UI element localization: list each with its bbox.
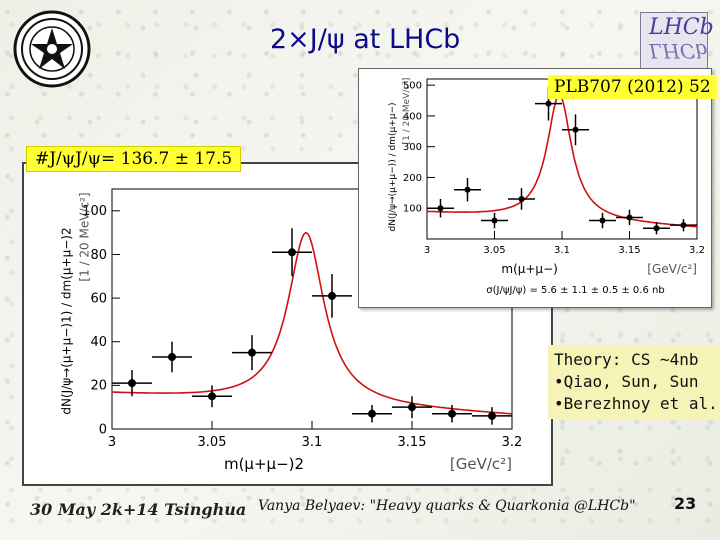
footer-author-talk: Vanya Belyaev: "Heavy quarks & Quarkonia… xyxy=(258,498,636,514)
main-x-tick-label: 3 xyxy=(108,435,116,450)
inset-x-axis-unit: [GeV/c²] xyxy=(647,262,697,276)
inset-y-axis-unit: [1 / 20 MeV/c²] xyxy=(402,78,412,145)
inset-data-point xyxy=(626,214,633,221)
main-data-point xyxy=(208,392,216,401)
lhcb-logo: LHCb LHCb xyxy=(640,12,714,70)
main-data-point xyxy=(368,409,376,418)
inset-y-tick-label: 200 xyxy=(403,173,422,184)
main-y-axis-unit: [1 / 20 MeV/c²] xyxy=(78,192,92,281)
inset-y-tick-label: 300 xyxy=(403,142,422,153)
theory-line-2: •Qiao, Sun, Sun xyxy=(554,372,699,391)
inset-data-point xyxy=(518,196,525,202)
inset-x-axis-label: m(μ+μ−) xyxy=(501,262,557,276)
main-data-point xyxy=(408,403,416,412)
main-chart-panel: 3 3.05 3.1 3.15 3.2 0 20 40 60 80 100 m(μ+μ−)2 [GeV/… xyxy=(22,162,553,486)
inset-y-tick-label: 400 xyxy=(403,111,422,122)
main-y-tick-label: 100 xyxy=(82,204,107,219)
main-y-tick-label: 60 xyxy=(90,291,107,306)
inset-data-point xyxy=(599,217,606,224)
inset-data-point xyxy=(491,217,498,224)
inset-caption: σ(J/ψJ/ψ) = 5.6 ± 1.1 ± 0.5 ± 0.6 nb xyxy=(486,285,664,296)
main-data-point xyxy=(328,291,336,300)
theory-line-3: •Berezhnoy et al. xyxy=(554,394,718,413)
main-data-point xyxy=(488,411,496,420)
inset-x-tick-label: 3 xyxy=(424,245,430,256)
inset-data-point xyxy=(437,205,444,212)
main-x-axis-unit: [GeV/c²] xyxy=(450,455,512,473)
main-data-point xyxy=(248,348,256,357)
main-x-tick-label: 3.15 xyxy=(398,435,427,450)
main-y-axis-label: dN(J/ψ→(μ+μ−)1) / dm(μ+μ−)2 xyxy=(59,227,73,414)
signal-count-label: #J/ψJ/ψ= 136.7 ± 17.5 xyxy=(26,146,242,172)
main-y-tick-label: 0 xyxy=(99,422,107,437)
inset-fit-curve xyxy=(427,93,698,228)
page-number: 23 xyxy=(674,494,697,513)
inset-x-tick-label: 3.1 xyxy=(554,245,570,256)
slide-title: 2×J/ψ at LHCb xyxy=(270,24,461,55)
main-chart: 3 3.05 3.1 3.15 3.2 0 20 40 60 80 100 m(μ+μ−)2 [GeV/… xyxy=(59,188,523,473)
inset-data-point xyxy=(653,225,660,232)
main-x-axis-label: m(μ+μ−)2 xyxy=(224,455,304,473)
theory-box: Theory: CS ~4nb •Qiao, Sun, Sun •Berezhn… xyxy=(548,345,720,419)
inset-data-point xyxy=(545,100,552,107)
main-x-tick-label: 3.1 xyxy=(302,435,323,450)
inset-data-point xyxy=(572,126,579,133)
theory-line-1: Theory: CS ~4nb xyxy=(554,350,699,369)
main-data-point xyxy=(288,248,296,257)
inset-data-point xyxy=(464,186,471,193)
inset-y-axis-label: dN(J/ψ→(μ+μ−)) / dm(μ+μ−) xyxy=(388,103,398,232)
inset-chart-panel: 3 3.05 3.1 3.15 3.2 100 200 300 400 500 m(μ+μ−) [Ge… xyxy=(358,68,712,308)
main-x-tick-label: 3.05 xyxy=(198,435,227,450)
institute-logo xyxy=(13,10,91,88)
inset-y-tick-label: 500 xyxy=(403,80,422,91)
main-fit-curve xyxy=(111,231,513,415)
main-data-point xyxy=(448,409,456,418)
inset-x-tick-label: 3.15 xyxy=(618,245,640,256)
inset-y-tick-label: 100 xyxy=(403,204,422,215)
main-y-tick-label: 20 xyxy=(90,379,107,394)
inset-data-point xyxy=(680,222,687,229)
inset-x-tick-label: 3.2 xyxy=(689,245,705,256)
main-y-tick-label: 40 xyxy=(90,335,107,350)
main-data-point xyxy=(128,379,136,388)
footer-date-venue: 30 May 2k+14 Tsinghua xyxy=(30,500,247,519)
main-x-tick-label: 3.2 xyxy=(502,435,523,450)
main-data-point xyxy=(168,353,176,361)
main-y-tick-label: 80 xyxy=(90,248,107,263)
inset-x-tick-label: 3.05 xyxy=(483,245,505,256)
reference-label: PLB707 (2012) 52 xyxy=(548,75,717,99)
inset-chart: 3 3.05 3.1 3.15 3.2 100 200 300 400 500 m(μ+μ−) [Ge… xyxy=(388,78,705,296)
lhcb-logo-text: LHCb xyxy=(649,15,714,40)
lhcb-logo-reflection: LHCb xyxy=(649,39,708,63)
